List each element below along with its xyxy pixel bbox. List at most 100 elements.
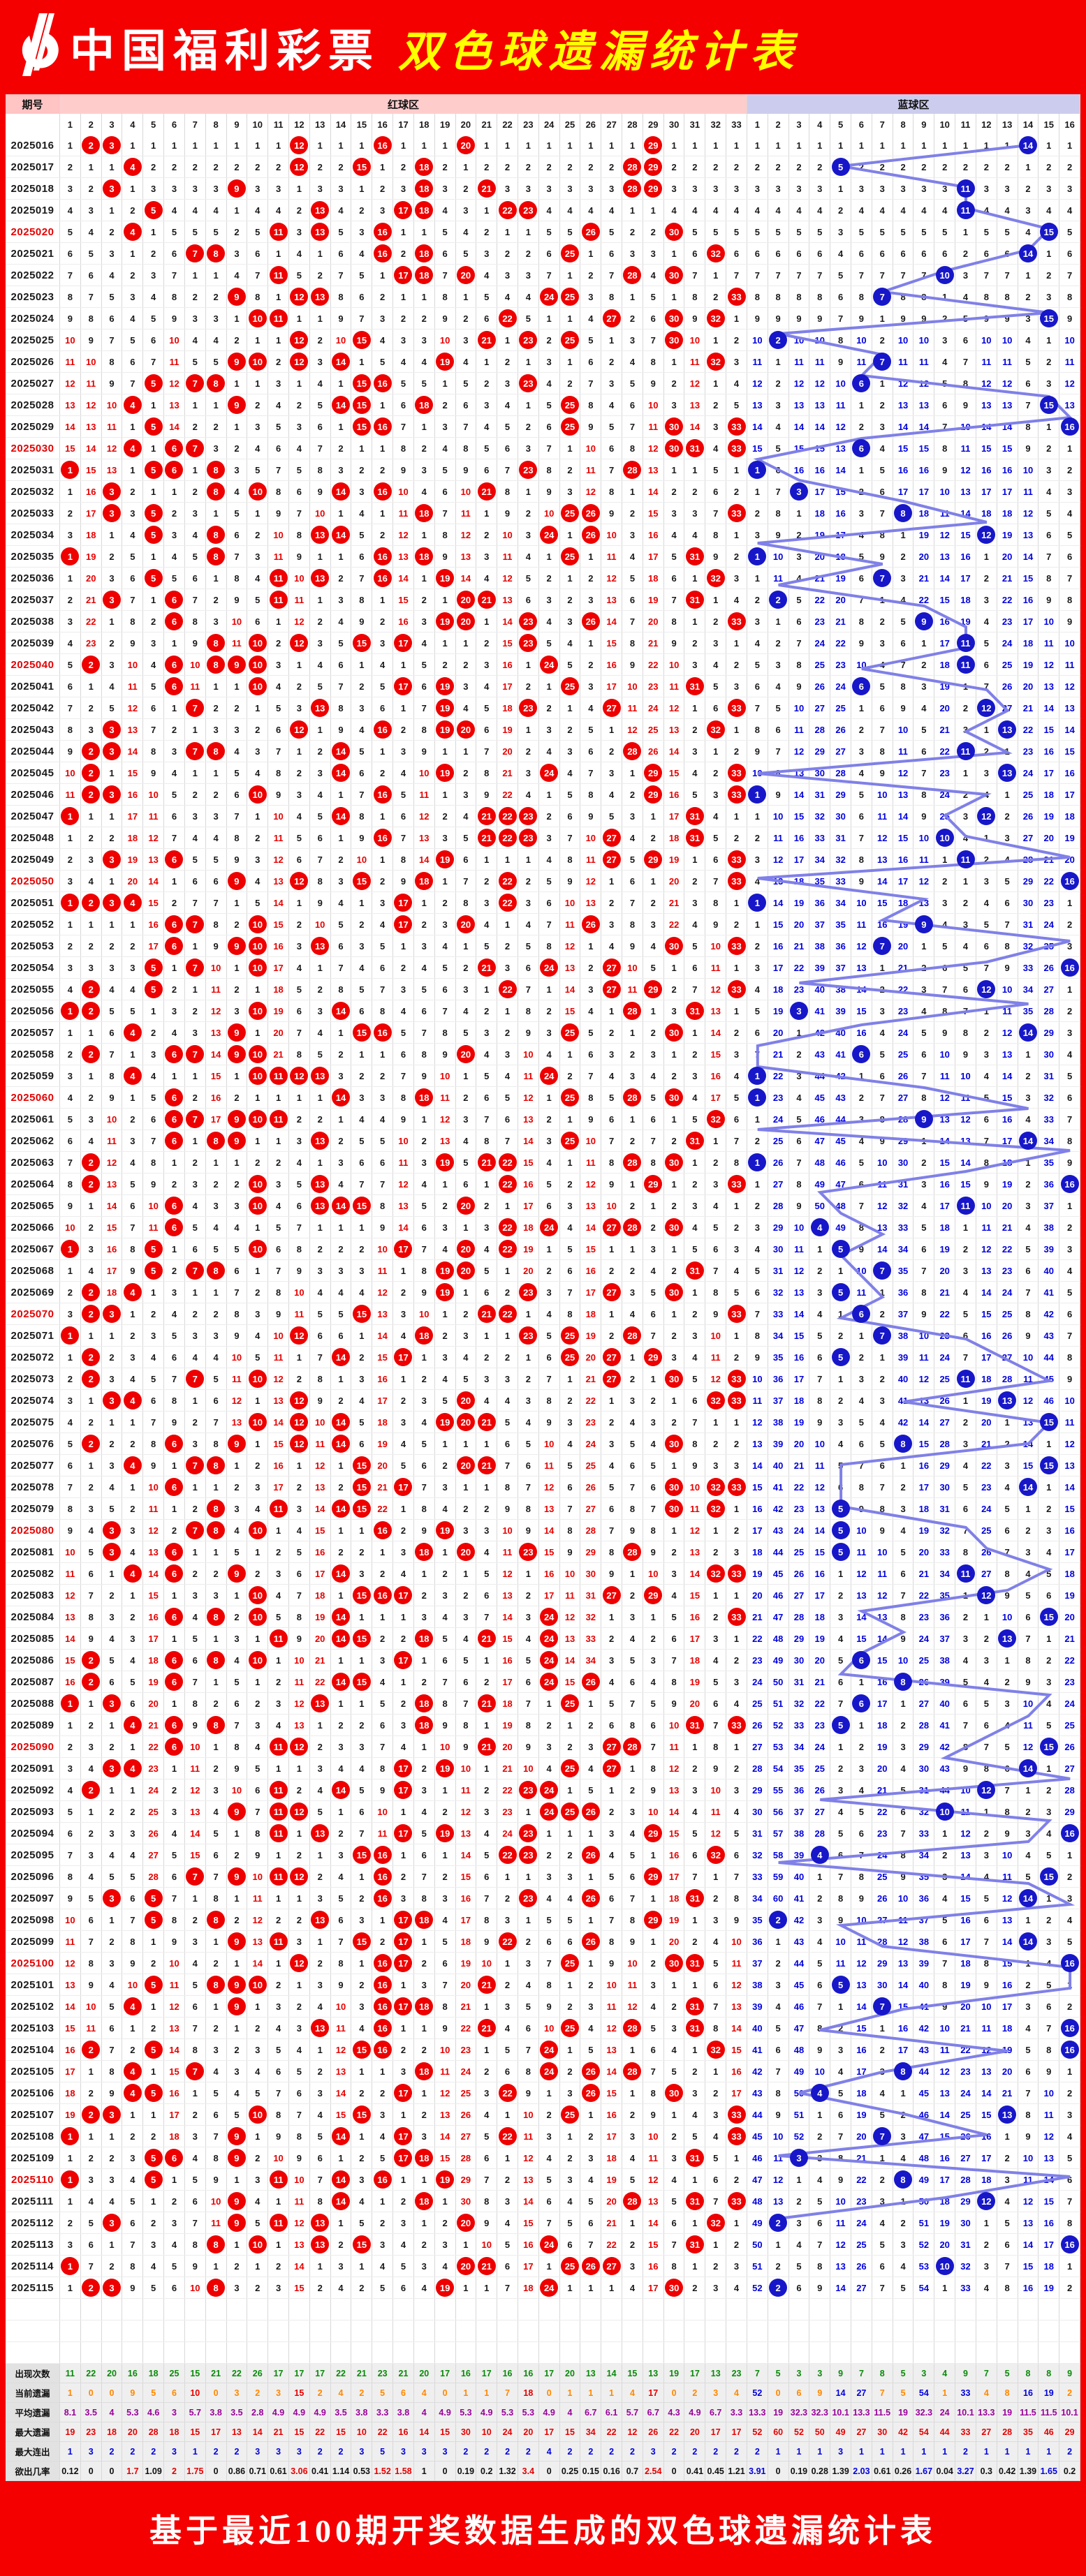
red-ball-cell: 33 — [726, 849, 747, 870]
omission-cell: 2 — [268, 1152, 289, 1173]
blue-ball: 5 — [831, 1240, 850, 1258]
red-ball: 23 — [519, 331, 538, 349]
red-ball: 33 — [727, 1608, 746, 1626]
omission-cell: 49 — [768, 1650, 789, 1671]
omission-cell: 2 — [1059, 1000, 1080, 1021]
red-ball: 32 — [706, 1564, 725, 1583]
omission-cell: 3 — [102, 1368, 123, 1389]
table-row: 2025048 1 2 2 18 12 7 4 4 8 2 11 5 6 1 9 16 7 13 3 5 21 22 23 3 7… — [6, 827, 1080, 849]
omission-cell: 22 — [913, 1585, 935, 1606]
red-ball-cell: 33 — [726, 416, 747, 437]
omission-cell: 3 — [643, 1650, 664, 1671]
red-ball-cell: 13 — [310, 1909, 331, 1930]
omission-cell: 1 — [289, 1758, 310, 1779]
red-ball: 11 — [269, 223, 288, 241]
red-ball-cell: 20 — [456, 1541, 477, 1562]
red-ball-cell: 15 — [351, 1628, 373, 1649]
red-ball: 24 — [540, 764, 559, 782]
omission-cell: 1 — [476, 1325, 498, 1346]
omission-cell: 9 — [560, 1541, 581, 1562]
omission-cell: 3 — [206, 438, 227, 459]
omission-cell: 6 — [768, 243, 789, 264]
omission-cell: 7 — [497, 1455, 518, 1476]
omission-cell: 15 — [997, 1087, 1018, 1108]
omission-cell: 8 — [893, 286, 914, 307]
omission-cell: 2 — [102, 1931, 123, 1952]
red-ball-cell: 27 — [601, 1347, 623, 1368]
omission-cell: 1 — [726, 806, 747, 827]
omission-cell: 2 — [351, 1347, 373, 1368]
omission-cell: 2 — [331, 1715, 352, 1735]
omission-cell: 2 — [893, 546, 914, 567]
omission-cell: 14 — [206, 1044, 227, 1065]
issue-number: 2025082 — [6, 1563, 60, 1584]
blue-ball: 1 — [748, 1067, 767, 1085]
omission-cell: 25 — [580, 1455, 602, 1476]
issue-number: 2025093 — [6, 1801, 60, 1822]
omission-cell: 1 — [622, 200, 643, 221]
omission-cell: 38 — [789, 1823, 810, 1844]
red-col-header: 24 — [539, 114, 560, 135]
omission-cell: 2 — [872, 979, 893, 1000]
omission-cell: 9 — [393, 1109, 414, 1130]
omission-cell: 4 — [122, 979, 144, 1000]
red-ball: 6 — [165, 1608, 184, 1626]
omission-cell: 5 — [122, 546, 144, 567]
omission-cell: 3 — [310, 1000, 331, 1021]
red-ball-cell: 15 — [351, 156, 373, 177]
omission-cell: 4 — [81, 221, 102, 242]
omission-cell: 6 — [60, 243, 81, 264]
omission-cell: 14 — [268, 1412, 289, 1433]
omission-cell: 35 — [893, 1260, 914, 1281]
issue-number: 2025088 — [6, 1693, 60, 1714]
omission-cell: 7 — [830, 1866, 852, 1887]
omission-cell: 14 — [539, 1520, 560, 1541]
red-ball-cell: 23 — [518, 200, 539, 221]
red-ball-cell: 30 — [664, 935, 685, 956]
omission-cell: 3 — [414, 459, 435, 480]
omission-cell: 9 — [81, 1628, 102, 1649]
omission-cell: 4 — [456, 1000, 477, 1021]
omission-cell: 1 — [1018, 1779, 1039, 1800]
red-ball-cell: 9 — [227, 1022, 248, 1043]
omission-cell: 46 — [830, 1152, 852, 1173]
omission-cell: 3 — [476, 1217, 498, 1238]
omission-cell: 11 — [664, 1736, 685, 1757]
omission-cell: 4 — [768, 676, 789, 697]
omission-cell: 4 — [934, 351, 956, 372]
red-ball-cell: 8 — [206, 373, 227, 394]
omission-cell: 6 — [185, 1238, 206, 1259]
omission-cell: 2 — [310, 330, 331, 350]
omission-cell: 1 — [351, 892, 373, 913]
omission-cell: 7 — [122, 1217, 144, 1238]
omission-cell: 22 — [893, 979, 914, 1000]
omission-cell: 7 — [643, 1736, 664, 1757]
omission-cell: 21 — [643, 632, 664, 653]
omission-cell: 2 — [435, 1866, 456, 1887]
omission-cell: 1 — [726, 524, 747, 545]
omission-cell: 2 — [518, 243, 539, 264]
omission-cell: 37 — [934, 1628, 956, 1649]
omission-cell: 1 — [435, 784, 456, 805]
omission-cell: 8 — [393, 438, 414, 459]
issue-number: 2025053 — [6, 935, 60, 956]
omission-cell: 5 — [976, 1693, 997, 1714]
omission-cell: 5 — [164, 568, 185, 589]
omission-cell: 6 — [164, 243, 185, 264]
omission-cell: 13 — [393, 546, 414, 567]
omission-cell: 27 — [893, 1087, 914, 1108]
omission-cell: 5 — [1059, 1931, 1080, 1952]
blue-ball: 13 — [998, 1629, 1017, 1648]
omission-cell: 4 — [331, 1758, 352, 1779]
omission-cell: 24 — [1059, 1693, 1080, 1714]
omission-cell: 5 — [768, 697, 789, 718]
omission-cell: 16 — [143, 1606, 165, 1627]
omission-cell: 5 — [747, 1000, 768, 1021]
red-ball: 6 — [165, 937, 184, 955]
table-row: 2025045 10 2 1 15 9 4 1 1 5 4 8 2 3 14 6 2 4 10 19 2 8 21 3 24 4 7… — [6, 762, 1080, 784]
omission-cell: 9 — [643, 1779, 664, 1800]
omission-cell: 9 — [601, 1563, 623, 1584]
omission-cell: 1 — [164, 632, 185, 653]
omission-cell: 4 — [747, 200, 768, 221]
omission-cell: 29 — [809, 741, 831, 762]
